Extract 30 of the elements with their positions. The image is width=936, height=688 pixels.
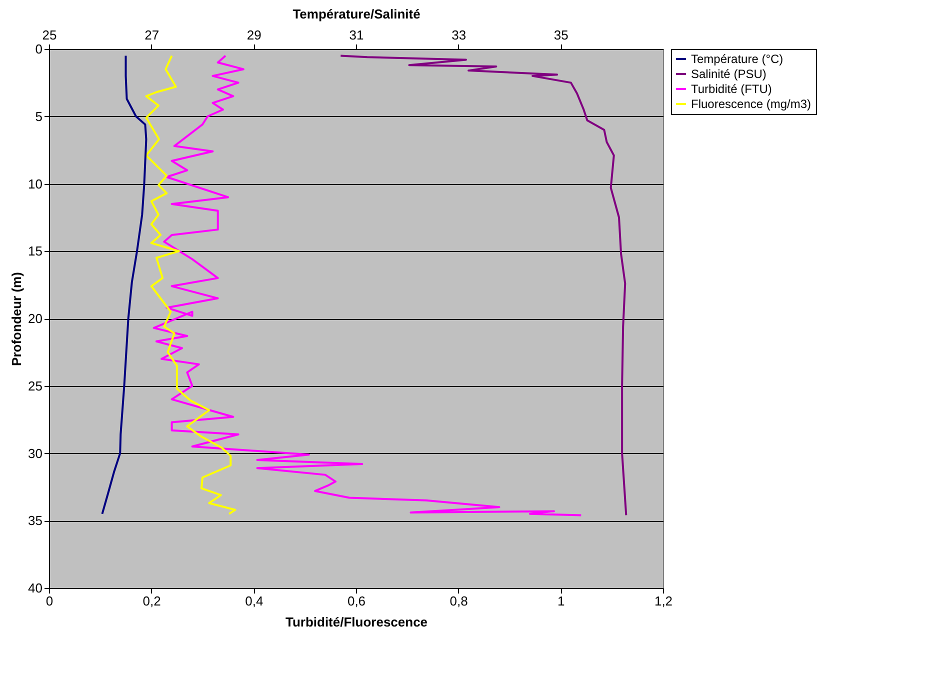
x-axis-title: Turbidité/Fluorescence	[285, 614, 428, 630]
y-tick-label: 40	[28, 580, 42, 596]
x-tick-label: 0	[46, 594, 54, 608]
x2-tick-label: 29	[246, 28, 262, 42]
legend-label: Turbidité (FTU)	[691, 82, 772, 96]
x-tick-label: 0,6	[347, 594, 366, 608]
x2-tick-label: 35	[554, 28, 568, 42]
line-series	[152, 54, 582, 516]
legend-label: Température (°C)	[691, 52, 784, 66]
y-tick-label: 5	[35, 108, 42, 124]
x-tick-label: 0,2	[142, 594, 161, 608]
legend-label: Salinité (PSU)	[691, 67, 766, 81]
x-tick-label: 1	[558, 594, 565, 608]
y-tick-label: 15	[28, 244, 42, 259]
y-tick-label: 25	[28, 378, 42, 394]
y-tick-label: 20	[28, 311, 42, 326]
y-axis-title: Profondeur (m)	[9, 272, 24, 366]
x2-tick-label: 33	[452, 28, 466, 42]
x-tick-label: 0,4	[245, 594, 264, 608]
x2-tick-label: 27	[144, 28, 160, 42]
x-tick-label: 0,8	[450, 594, 468, 608]
y-tick-label: 35	[28, 513, 42, 528]
y-tick-label: 0	[35, 42, 42, 56]
x2-axis-title: Température/Salinité	[292, 6, 420, 22]
y-tick-label: 30	[28, 446, 42, 461]
legend-label: Fluorescence (mg/m3)	[691, 97, 812, 111]
x-tick-label: 1,2	[654, 594, 673, 608]
y-tick-label: 10	[28, 176, 42, 192]
line-series	[145, 54, 236, 515]
x2-tick-label: 31	[349, 28, 364, 42]
